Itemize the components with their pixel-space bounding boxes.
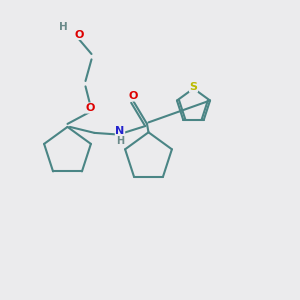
Text: O: O: [75, 29, 84, 40]
Text: H: H: [58, 22, 68, 32]
Text: S: S: [190, 82, 197, 92]
Text: O: O: [85, 103, 95, 113]
Text: H: H: [116, 136, 124, 146]
Text: N: N: [116, 125, 124, 136]
Text: O: O: [129, 91, 138, 101]
